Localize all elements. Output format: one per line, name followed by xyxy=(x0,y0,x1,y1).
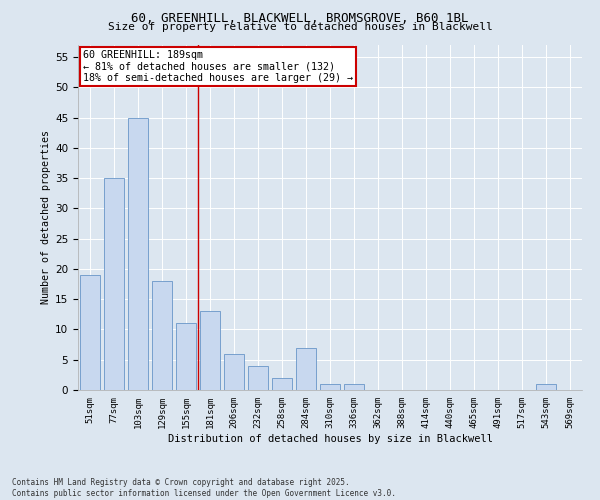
Bar xyxy=(200,312,220,390)
Bar xyxy=(296,348,316,390)
Y-axis label: Number of detached properties: Number of detached properties xyxy=(41,130,51,304)
Text: 60, GREENHILL, BLACKWELL, BROMSGROVE, B60 1BL: 60, GREENHILL, BLACKWELL, BROMSGROVE, B6… xyxy=(131,12,469,26)
Bar xyxy=(248,366,268,390)
Bar xyxy=(104,178,124,390)
Bar xyxy=(536,384,556,390)
Bar xyxy=(272,378,292,390)
Bar xyxy=(320,384,340,390)
Text: 60 GREENHILL: 189sqm
← 81% of detached houses are smaller (132)
18% of semi-deta: 60 GREENHILL: 189sqm ← 81% of detached h… xyxy=(83,50,353,84)
Bar xyxy=(80,275,100,390)
Bar xyxy=(224,354,244,390)
Text: Size of property relative to detached houses in Blackwell: Size of property relative to detached ho… xyxy=(107,22,493,32)
X-axis label: Distribution of detached houses by size in Blackwell: Distribution of detached houses by size … xyxy=(167,434,493,444)
Bar xyxy=(152,281,172,390)
Bar xyxy=(344,384,364,390)
Bar xyxy=(128,118,148,390)
Bar xyxy=(176,324,196,390)
Text: Contains HM Land Registry data © Crown copyright and database right 2025.
Contai: Contains HM Land Registry data © Crown c… xyxy=(12,478,396,498)
